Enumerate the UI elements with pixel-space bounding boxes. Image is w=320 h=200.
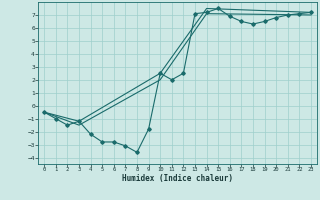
X-axis label: Humidex (Indice chaleur): Humidex (Indice chaleur) bbox=[122, 174, 233, 183]
